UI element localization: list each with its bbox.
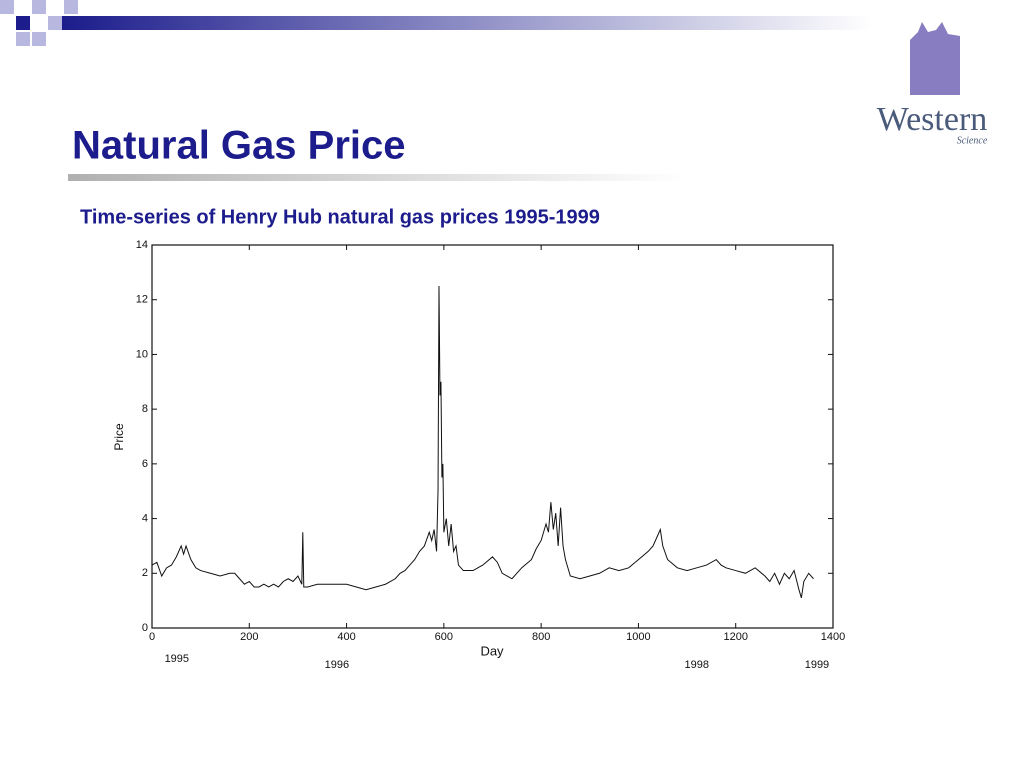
decor [0, 0, 872, 181]
x-tick-label: 400 [337, 631, 355, 643]
y-tick-label: 8 [142, 403, 148, 415]
title: Natural Gas Price [72, 124, 406, 168]
price-line [151, 286, 814, 599]
year-label: 1998 [685, 659, 709, 671]
x-axis-label: Day [480, 643, 504, 658]
y-tick-label: 6 [142, 458, 148, 470]
year-label: 1999 [805, 659, 829, 671]
y-tick-label: 4 [142, 512, 148, 524]
year-label: 1996 [325, 659, 349, 671]
y-axis-label: Price [112, 423, 126, 451]
logo: Western Science [877, 22, 988, 146]
logo-unit: Science [957, 135, 988, 146]
y-tick-label: 2 [142, 567, 148, 579]
x-tick-label: 1200 [723, 631, 747, 643]
x-tick-label: 600 [435, 631, 453, 643]
x-tick-label: 200 [240, 631, 258, 643]
y-tick-label: 14 [136, 239, 148, 251]
y-tick-label: 0 [142, 622, 148, 634]
x-tick-label: 0 [149, 631, 155, 643]
logo-name: Western [877, 101, 988, 138]
x-tick-label: 1400 [821, 631, 845, 643]
subtitle: Time-series of Henry Hub natural gas pri… [80, 206, 600, 228]
year-label: 1995 [165, 653, 189, 665]
y-tick-label: 10 [136, 348, 148, 360]
x-tick-label: 1000 [626, 631, 650, 643]
x-tick-label: 800 [532, 631, 550, 643]
y-tick-label: 12 [136, 294, 148, 306]
plot-frame [151, 244, 834, 629]
